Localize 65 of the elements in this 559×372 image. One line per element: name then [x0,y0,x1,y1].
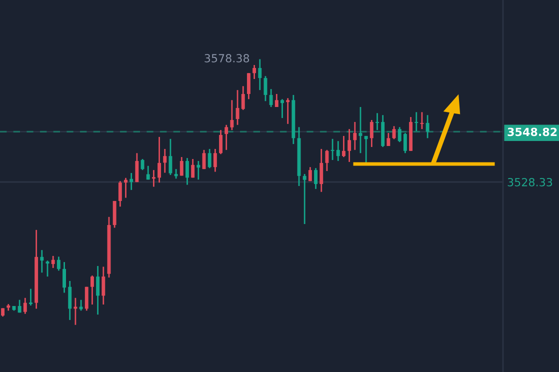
candlestick [51,255,55,269]
candlestick [90,274,94,306]
candlestick [280,98,284,119]
candlestick [376,112,379,131]
candlestick [403,132,407,154]
candlestick [18,299,22,314]
candlestick [102,266,106,306]
candlestick [426,114,430,139]
candlestick [264,75,268,102]
candlestick [74,297,78,326]
candlestick [330,138,334,161]
candlestick [23,297,27,315]
candlestick [118,180,122,208]
candlestick [258,58,262,91]
candlestick [152,169,156,188]
candlestick [146,165,150,180]
candlestick [386,132,390,147]
candlestick [174,168,178,180]
candlestick [370,119,374,148]
candlestick [191,158,195,178]
candlestick [269,88,273,108]
candlestick [241,85,245,111]
candlestick [325,149,329,172]
candlestick [252,64,256,80]
candlestick [29,288,32,306]
candlestick [336,140,340,162]
candlestick [84,286,88,312]
y-tick-label: 3548.82 [508,128,557,136]
candlestick [320,148,324,193]
candlestick [168,138,172,176]
candlestick [40,249,44,274]
candlestick [196,160,200,180]
candlestick [56,256,60,272]
candlestick [158,136,162,184]
candlestick [208,148,212,169]
candlestick [342,135,346,158]
candlestick [398,126,402,143]
candlestick [348,128,352,163]
candlestick [224,124,228,151]
candlestick [364,135,368,165]
candlestick [135,152,139,183]
candlestick [414,111,418,132]
candlestick [308,166,312,182]
candlestick [286,97,290,125]
candlestick [230,99,234,131]
candlestick [185,157,189,186]
candlestick [62,261,66,294]
candlestick [420,111,424,130]
candlestick [302,173,306,225]
candlestick [236,89,240,126]
candlestick [124,177,128,198]
candlestick [79,299,83,312]
candlestick [314,167,318,190]
candlestick [180,156,184,176]
candlestick [130,172,134,191]
candlestick [213,148,217,172]
candlestick [219,129,222,155]
candlestick [246,72,250,100]
y-tick-label: 3528.33 [508,178,552,186]
candlestick [96,265,100,316]
candlestick [274,93,278,108]
candlestick [163,148,167,174]
candlestick [353,121,357,151]
candlestick [68,280,72,321]
annotation: 3578.38 [204,54,250,62]
